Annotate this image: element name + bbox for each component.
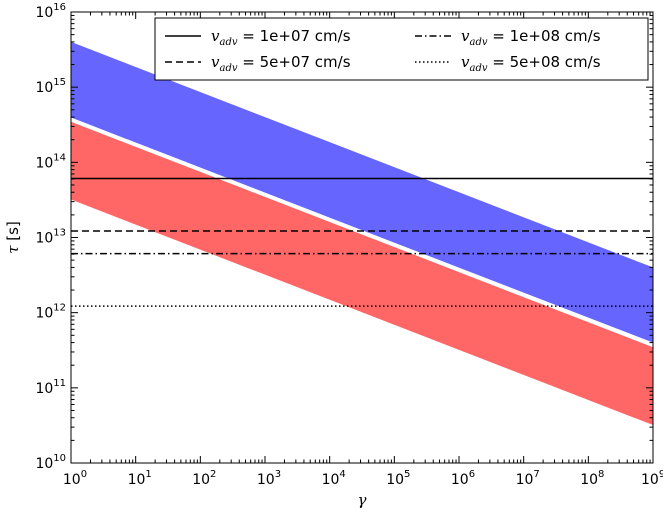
band-1: [71, 121, 653, 426]
y-tick-label: 1015: [35, 77, 66, 96]
legend-label: vadv = 5e+07 cm/s: [211, 53, 351, 74]
x-tick-label: 108: [580, 469, 604, 488]
y-tick-label: 1012: [35, 303, 66, 322]
legend-box: [154, 17, 649, 81]
band-0: [71, 41, 653, 343]
legend-label: vadv = 1e+08 cm/s: [461, 27, 601, 48]
y-tick-label: 1013: [35, 228, 66, 247]
x-tick-label: 101: [128, 469, 152, 488]
x-tick-label: 109: [641, 469, 663, 488]
y-tick-labels: 1010 1011 1012 1013 1014 1015 1016: [35, 2, 66, 472]
x-tick-label: 105: [386, 469, 410, 488]
x-tick-label: 102: [192, 469, 216, 488]
x-tick-label: 103: [257, 469, 281, 488]
legend-label: vadv = 1e+07 cm/s: [211, 27, 351, 48]
plot-frame: [70, 11, 654, 464]
legend: vadv = 1e+07 cm/s vadv = 1e+08 cm/s vadv =…: [154, 17, 649, 81]
y-axis-label: τ [s]: [4, 221, 22, 254]
y-axis-symbol: τ: [4, 245, 22, 254]
y-tick-label: 1010: [35, 453, 66, 472]
lines-layer: [71, 177, 653, 307]
x-tick-labels: 100 101 102 103 104 105 106 107 108 109: [63, 469, 663, 488]
x-tick-label: 106: [451, 469, 475, 488]
y-tick-label: 1011: [35, 378, 66, 397]
band-divider: [70, 117, 654, 347]
x-tick-label: 107: [516, 469, 540, 488]
x-tick-label: 104: [322, 469, 346, 488]
y-tick-label: 1014: [35, 152, 66, 171]
x-axis-label: γ: [358, 491, 367, 509]
legend-label: vadv = 5e+08 cm/s: [461, 53, 601, 74]
y-axis-unit: [s]: [4, 221, 22, 245]
x-tick-label: 100: [63, 469, 87, 488]
y-tick-label: 1016: [35, 2, 66, 21]
bands-layer: [70, 41, 654, 426]
